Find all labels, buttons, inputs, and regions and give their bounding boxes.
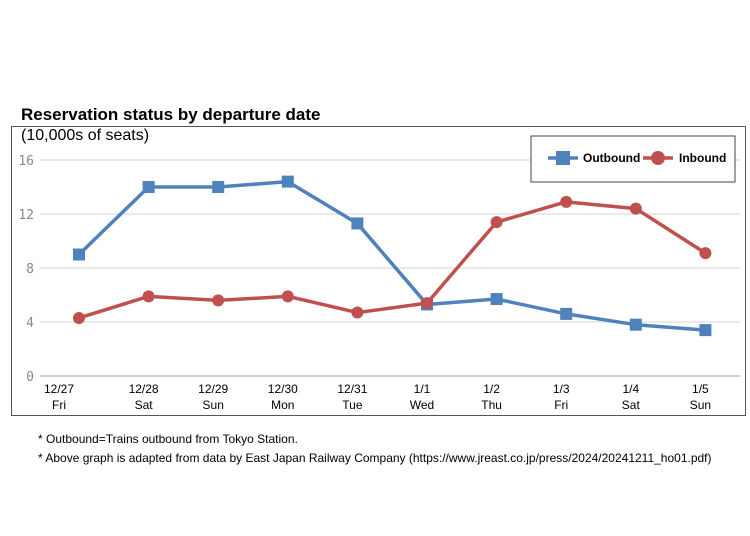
- x-tick-day-1/4: Sat: [622, 398, 641, 412]
- inbound-point-12/28: [142, 290, 155, 303]
- inbound-point-1/4: [629, 202, 642, 215]
- x-tick-date-1/4: 1/4: [622, 382, 639, 396]
- x-tick-date-1/2: 1/2: [483, 382, 500, 396]
- chart-frame: [11, 126, 746, 416]
- x-tick-day-1/5: Sun: [690, 398, 711, 412]
- x-tick-date-12/30: 12/30: [268, 382, 298, 396]
- inbound-point-1/3: [560, 195, 573, 208]
- x-tick-date-12/28: 12/28: [129, 382, 159, 396]
- inbound-point-12/27: [73, 311, 85, 324]
- outbound-point-12/29: [212, 181, 225, 193]
- outbound-point-1/3: [560, 307, 573, 320]
- legend-marker-inbound: [651, 151, 665, 165]
- x-tick-date-12/27: 12/27: [44, 382, 74, 396]
- y-axis-unit-label: (10,000s of seats): [21, 127, 150, 144]
- inbound-point-1/1: [421, 297, 433, 310]
- outbound-point-12/28: [142, 181, 155, 193]
- footnotes: * Outbound=Trains outbound from Tokyo St…: [38, 430, 712, 468]
- x-tick-day-12/31: Tue: [342, 398, 363, 412]
- x-tick-date-1/3: 1/3: [553, 382, 570, 396]
- outbound-series-line: [77, 179, 706, 332]
- inbound-point-1/5: [699, 247, 712, 260]
- legend-marker-outbound: [556, 151, 570, 165]
- legend-label-inbound: Inbound: [679, 151, 726, 165]
- outbound-point-12/31: [351, 217, 364, 230]
- x-tick-day-1/1: Wed: [410, 398, 434, 412]
- y-tick-label-8: 8: [26, 262, 34, 277]
- y-tick-label-12: 12: [18, 208, 34, 223]
- outbound-point-12/27: [73, 248, 85, 261]
- x-tick-day-12/29: Sun: [203, 398, 224, 412]
- inbound-point-12/30: [281, 290, 294, 303]
- x-tick-day-1/2: Thu: [481, 398, 502, 412]
- x-tick-date-12/29: 12/29: [198, 382, 228, 396]
- x-tick-day-1/3: Fri: [554, 398, 568, 412]
- chart-title: Reservation status by departure date: [21, 105, 321, 124]
- legend-label-outbound: Outbound: [583, 151, 640, 165]
- y-tick-label-16: 16: [18, 154, 34, 169]
- x-tick-date-1/5: 1/5: [692, 382, 709, 396]
- inbound-series-line: [78, 200, 707, 320]
- y-tick-label-0: 0: [26, 370, 34, 385]
- x-tick-day-12/27: Fri: [52, 398, 66, 412]
- outbound-point-1/4: [629, 318, 642, 331]
- outbound-point-1/2: [490, 293, 503, 306]
- outbound-point-1/5: [699, 324, 712, 337]
- inbound-point-1/2: [490, 216, 503, 229]
- inbound-point-12/31: [351, 306, 364, 319]
- x-tick-date-12/31: 12/31: [337, 382, 367, 396]
- x-tick-date-1/1: 1/1: [414, 382, 431, 396]
- inbound-point-12/29: [212, 294, 225, 307]
- x-tick-day-12/30: Mon: [271, 398, 294, 412]
- outbound-point-12/30: [281, 175, 294, 188]
- footnote-source: * Above graph is adapted from data by Ea…: [38, 451, 712, 465]
- x-tick-day-12/28: Sat: [135, 398, 154, 412]
- y-tick-label-4: 4: [26, 316, 34, 331]
- footnote-outbound: * Outbound=Trains outbound from Tokyo St…: [38, 432, 298, 446]
